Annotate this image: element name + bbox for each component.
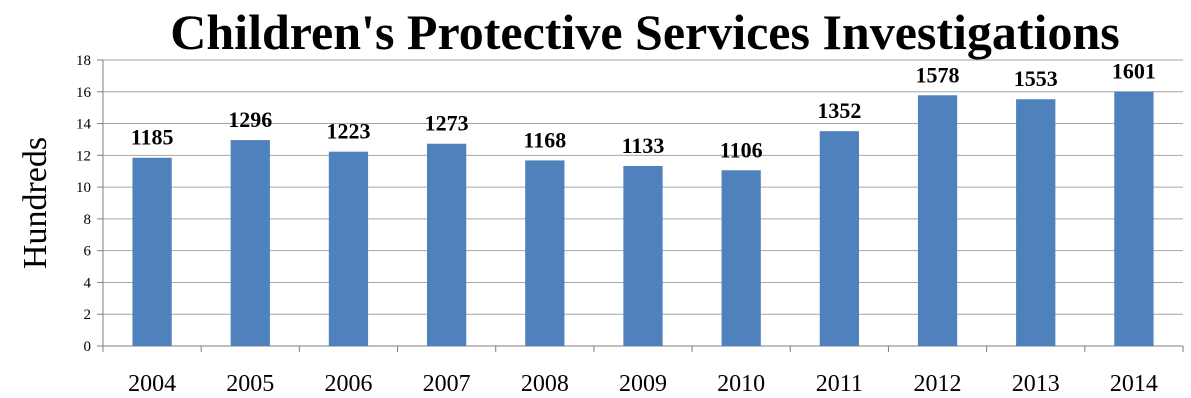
- data-label-2008: 1168: [523, 127, 566, 152]
- bar-2013: [1016, 99, 1056, 347]
- y-tick-label: 14: [76, 117, 92, 133]
- bar-2014: [1114, 91, 1154, 346]
- y-axis-label: Hundreds: [17, 137, 54, 269]
- bar-2004: [132, 157, 172, 346]
- data-label-2012: 1578: [916, 62, 960, 87]
- bar-2009: [623, 165, 663, 346]
- data-label-2005: 1296: [228, 107, 272, 132]
- data-label-2007: 1273: [425, 111, 469, 136]
- data-label-2009: 1133: [622, 133, 665, 158]
- bar-2012: [917, 95, 958, 346]
- bar-2006: [328, 151, 369, 346]
- data-label-2014: 1601: [1112, 59, 1156, 84]
- bar-2010: [721, 170, 761, 346]
- x-tick-label-2005: 2005: [226, 371, 274, 397]
- x-tick-label-2009: 2009: [619, 371, 667, 397]
- chart-title: Children's Protective Services Investiga…: [170, 4, 1119, 60]
- y-tick-label: 18: [76, 53, 91, 69]
- x-tick-labels: 2004 2005 2006 2007 2008 2009 2010 2011 2012 2013…: [128, 371, 1158, 397]
- x-tick-label-2010: 2010: [717, 371, 765, 397]
- y-tick-label: 10: [76, 180, 91, 196]
- x-tick-label-2014: 2014: [1110, 371, 1158, 397]
- bar-2008: [525, 160, 565, 346]
- data-label-2010: 1106: [720, 137, 763, 162]
- x-tick-label-2004: 2004: [128, 371, 176, 397]
- x-tick-label-2008: 2008: [521, 371, 569, 397]
- bar-2005: [230, 140, 270, 346]
- y-tick-label: 12: [76, 148, 91, 164]
- data-labels: 1185 1296 1223 1273 1168 1133 1106 1352 1578 1553…: [131, 59, 1156, 163]
- bar-2011: [819, 131, 859, 346]
- data-label-2004: 1185: [131, 125, 174, 150]
- data-label-2013: 1553: [1014, 66, 1058, 91]
- bar-2007: [427, 143, 467, 346]
- x-tick-label-2011: 2011: [816, 371, 863, 397]
- data-label-2006: 1223: [326, 119, 370, 144]
- data-label-2011: 1352: [817, 98, 861, 123]
- y-tick-labels: 0 2 4 6 8 10 12 14 16 18: [76, 53, 92, 355]
- bars: [132, 91, 1154, 347]
- x-tick-label-2006: 2006: [324, 371, 372, 397]
- y-tick-label: 4: [84, 275, 92, 291]
- y-tick-label: 16: [76, 85, 92, 101]
- y-tick-label: 8: [84, 212, 92, 228]
- x-tick-label-2007: 2007: [423, 371, 471, 397]
- x-tick-label-2013: 2013: [1012, 371, 1060, 397]
- y-tick-label: 0: [84, 339, 92, 355]
- y-tick-label: 6: [84, 244, 92, 260]
- y-tick-label: 2: [84, 307, 92, 323]
- x-tick-label-2012: 2012: [914, 371, 962, 397]
